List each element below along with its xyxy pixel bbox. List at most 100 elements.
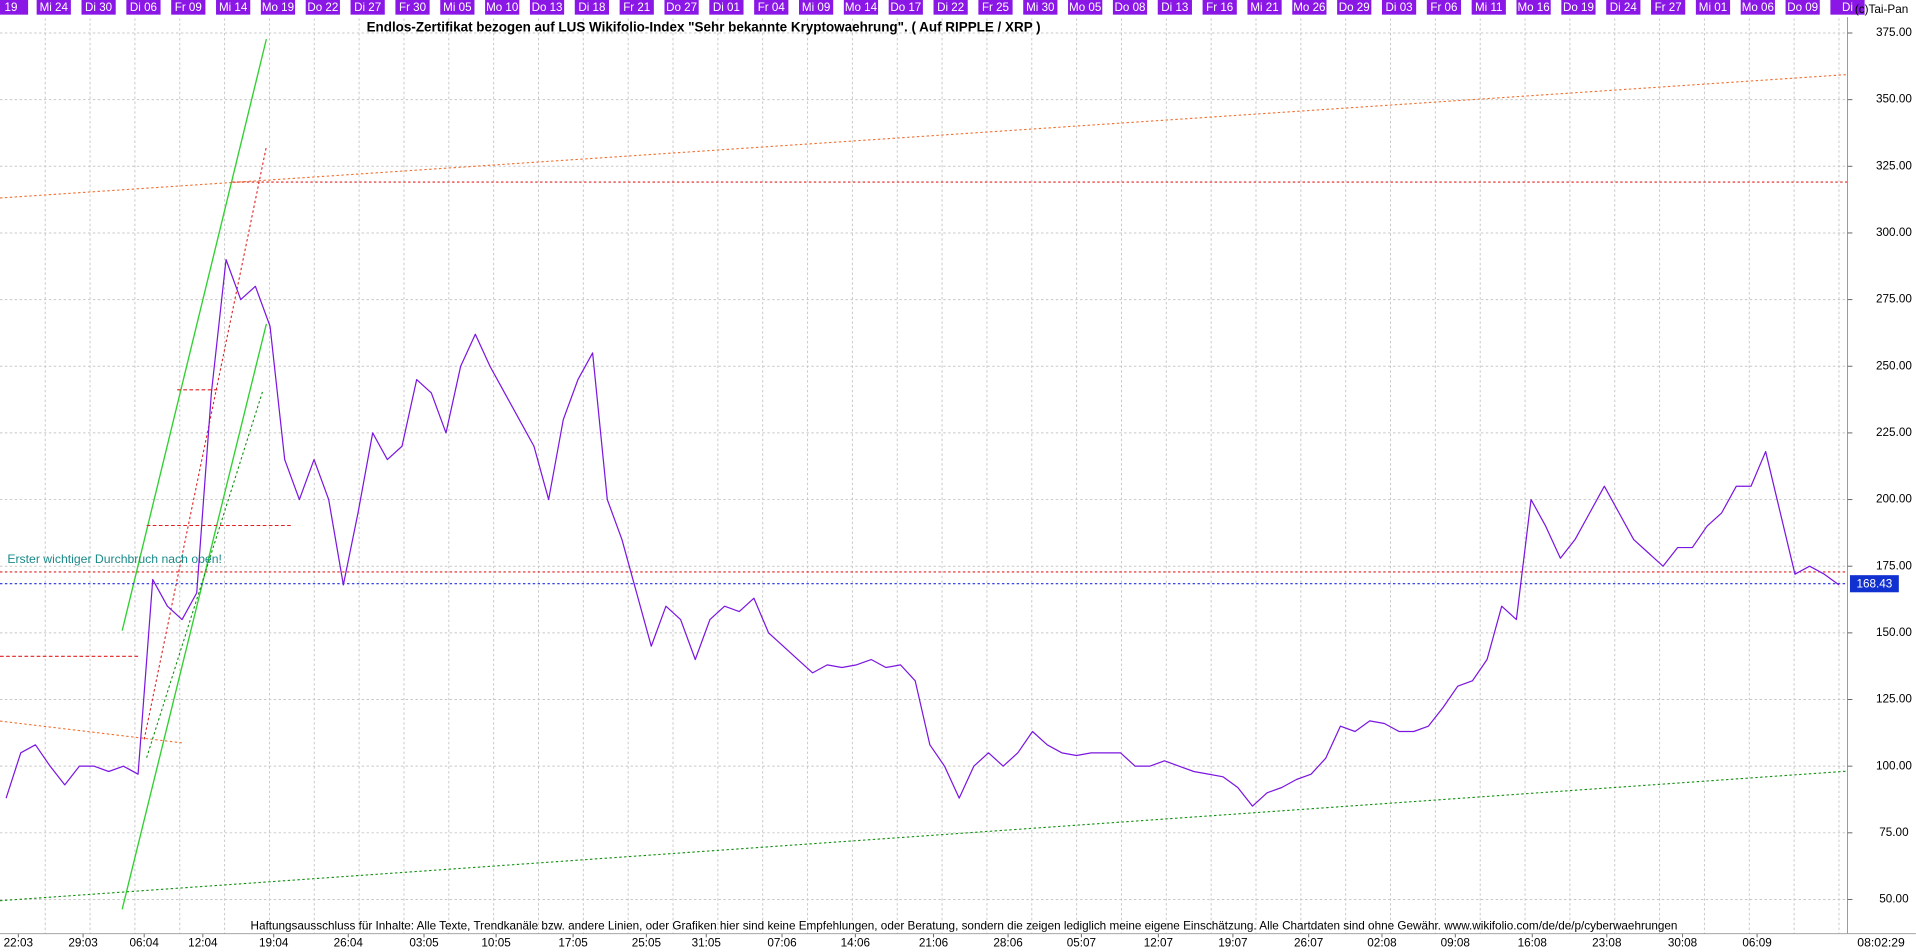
day-box: [574, 0, 609, 15]
x-tick-label: 10:05: [481, 937, 511, 950]
day-label: Do 08: [1115, 1, 1146, 14]
day-label: Mo 16: [1517, 1, 1549, 14]
day-label: Mi 01: [1699, 1, 1727, 14]
x-tick-label: 22:03: [4, 937, 33, 950]
x-tick-label: 26:07: [1294, 937, 1323, 950]
day-label: Di 01: [713, 1, 740, 14]
day-box: [126, 0, 161, 15]
timestamp: 08:02:29: [1857, 936, 1905, 950]
day-box: [978, 0, 1013, 15]
day-label: Do 09: [1787, 1, 1818, 14]
day-box: [1516, 0, 1551, 15]
y-tick-label: 100.00: [1876, 759, 1912, 772]
disclaimer: Haftungsausschluss für Inhalte: Alle Tex…: [250, 919, 1677, 932]
day-box: [799, 0, 834, 15]
trend-channel: [121, 38, 268, 631]
day-label: Mo 26: [1293, 1, 1325, 14]
day-label: Do 13: [532, 1, 563, 14]
day-box: [843, 0, 879, 15]
x-tick-label: 16:08: [1518, 937, 1548, 950]
day-label: 19: [5, 1, 18, 14]
day-box: [1606, 0, 1641, 15]
day-box: [485, 0, 520, 15]
grid: [0, 18, 1848, 934]
day-box: [0, 0, 29, 15]
x-tick-label: 05:07: [1067, 937, 1096, 950]
day-box: [1337, 0, 1372, 15]
day-label: Di 13: [1161, 1, 1188, 14]
x-tick-label: 26:04: [334, 937, 364, 950]
trend-line: [0, 720, 184, 744]
x-tick-label: 17:05: [558, 937, 588, 950]
x-tick-label: 30:08: [1668, 937, 1698, 950]
day-box: [1112, 0, 1148, 15]
y-tick-label: 375.00: [1876, 26, 1912, 39]
day-box: [1471, 0, 1506, 15]
day-box: [1157, 0, 1192, 15]
day-label: Mi 05: [443, 1, 471, 14]
x-tick-label: 12:04: [188, 937, 218, 950]
day-label: Mi 11: [1475, 1, 1502, 14]
trend-line: [146, 390, 264, 758]
day-label: Di 03: [1386, 1, 1413, 14]
day-label: Mi 21: [1250, 1, 1278, 14]
x-tick-label: 14:06: [841, 937, 870, 950]
day-label: Do 19: [1563, 1, 1594, 14]
day-label: Di 06: [130, 1, 157, 14]
day-label: Mo 19: [262, 1, 294, 14]
day-box: [1381, 0, 1417, 15]
day-box: [1023, 0, 1058, 15]
day-box: [305, 0, 340, 15]
y-tick-label: 225.00: [1876, 426, 1912, 439]
trend-channel: [121, 323, 268, 910]
day-label: Do 29: [1339, 1, 1370, 14]
x-tick-label: 25:05: [632, 937, 662, 950]
x-tick-label: 06:04: [130, 937, 160, 950]
day-box: [1740, 0, 1775, 15]
chart-title: Endlos-Zertifikat bezogen auf LUS Wikifo…: [367, 20, 1041, 35]
day-label: Fr 06: [1430, 1, 1457, 14]
trend-line: [0, 73, 1848, 199]
day-label: Mo 10: [486, 1, 518, 14]
day-label: Fr 21: [623, 1, 650, 14]
day-label: Mi 30: [1026, 1, 1054, 14]
top-strip: 19 Mi 24 Di 30 Di 06 Fr 09 Mi 14 Mo 19 Do 22 Di …: [0, 0, 1865, 15]
day-label: Mo 14: [845, 1, 878, 14]
y-tick-label: 150.00: [1876, 626, 1912, 639]
y-tick-label: 200.00: [1876, 493, 1912, 506]
x-tick-label: 03:05: [409, 937, 439, 950]
day-label: Fr 25: [982, 1, 1009, 14]
day-label: Do 27: [666, 1, 697, 14]
x-tick-label: 28:06: [993, 937, 1022, 950]
y-tick-label: 275.00: [1876, 293, 1912, 306]
day-box: [1561, 0, 1596, 15]
day-box: [171, 0, 206, 15]
day-box: [1247, 0, 1282, 15]
day-box: [1292, 0, 1327, 15]
day-box: [216, 0, 251, 15]
price-line: [5, 258, 1840, 807]
trend-line: [143, 146, 267, 740]
y-tick-label: 250.00: [1876, 359, 1912, 372]
day-box: [1651, 0, 1686, 15]
day-label: Di: [1842, 1, 1853, 14]
x-tick-label: 21:06: [919, 937, 948, 950]
x-tick-label: 23:08: [1592, 937, 1622, 950]
day-box: [350, 0, 385, 15]
day-box: [1202, 0, 1237, 15]
day-label: Do 17: [890, 1, 921, 14]
x-tick-label: 02:08: [1367, 937, 1397, 950]
day-label: Fr 30: [399, 1, 426, 14]
day-box: [36, 0, 71, 15]
day-label: Fr 04: [758, 1, 786, 14]
x-tick-label: 12:07: [1144, 937, 1173, 950]
day-label: Di 27: [354, 1, 381, 14]
day-label: Di 24: [1610, 1, 1638, 14]
trend-line: [0, 770, 1848, 902]
day-label: Di 18: [578, 1, 605, 14]
y-tick-label: 350.00: [1876, 93, 1912, 106]
y-tick-label: 50.00: [1879, 893, 1909, 906]
